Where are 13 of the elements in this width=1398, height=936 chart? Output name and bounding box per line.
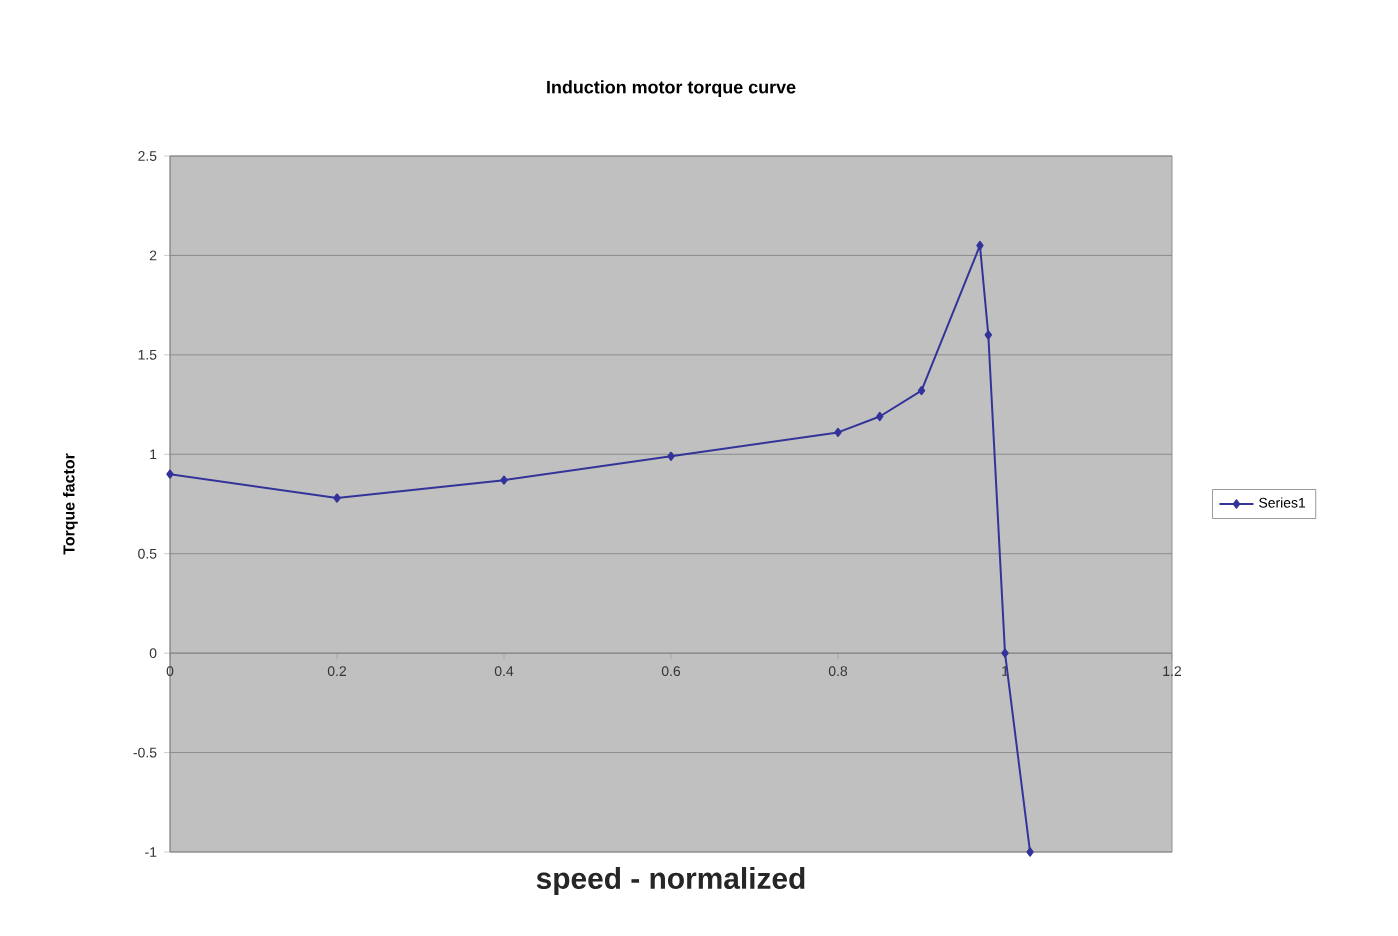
x-axis-title: speed - normalized [536,867,805,895]
point [984,330,992,340]
point [834,427,842,437]
point [1026,847,1034,857]
chart-title: Induction motor torque curve [547,80,796,97]
point [333,493,341,503]
point [667,451,675,461]
point [976,240,984,251]
point [166,469,174,479]
point [500,475,508,485]
point [876,411,884,422]
point [1001,648,1009,658]
point [917,386,926,396]
